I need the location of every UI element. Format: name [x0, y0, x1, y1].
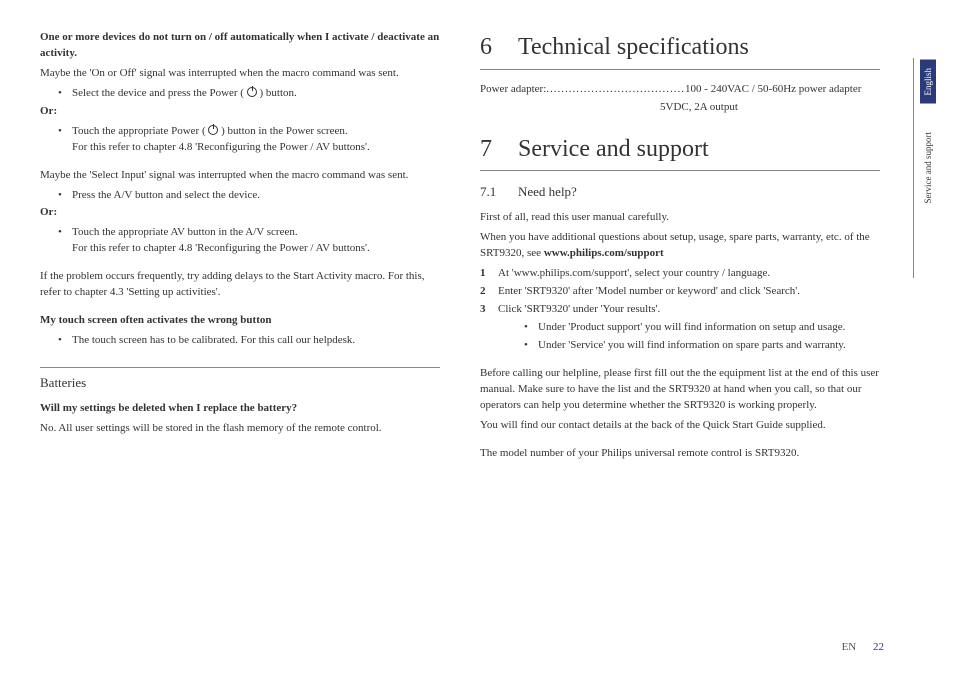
bullet-text: Touch the appropriate AV button in the A… — [72, 225, 440, 257]
page-number: 22 — [873, 641, 884, 653]
bullet-icon: • — [58, 225, 72, 257]
section-title: Need help? — [518, 183, 577, 202]
paragraph: The model number of your Philips univers… — [480, 446, 880, 462]
power-icon — [247, 87, 257, 97]
bullet-icon: • — [524, 338, 538, 354]
step-3: 3 Click 'SRT9320' under 'Your results'. — [480, 302, 880, 318]
bullet-icon: • — [58, 333, 72, 349]
paragraph: Maybe the 'Select Input' signal was inte… — [40, 168, 440, 184]
section-tab: Service and support — [920, 124, 936, 211]
bullet-icon: • — [58, 86, 72, 102]
section-batteries: Batteries — [40, 367, 440, 393]
paragraph: You will find our contact details at the… — [480, 418, 880, 434]
bullet-text: Press the A/V button and select the devi… — [72, 188, 440, 204]
bullet-item: • Touch the appropriate Power ( ) button… — [40, 124, 440, 156]
bullet-item: • Touch the appropriate AV button in the… — [40, 225, 440, 257]
spec-value: 100 - 240VAC / 50-60Hz power adapter — [685, 82, 861, 98]
spec-row: Power adapter: .........................… — [480, 82, 880, 98]
troubleshoot-heading-1: One or more devices do not turn on / off… — [40, 30, 440, 62]
step-1: 1 At 'www.philips.com/support', select y… — [480, 266, 880, 282]
right-column: 6 Technical specifications Power adapter… — [480, 30, 880, 466]
bullet-text: Under 'Service' you will find informatio… — [538, 338, 880, 354]
support-url: www.philips.com/support — [544, 247, 664, 259]
or-label: Or: — [40, 205, 440, 221]
chapter-number: 7 — [480, 132, 518, 167]
bullet-text: Select the device and press the Power ( … — [72, 86, 440, 102]
spec-sub-value: 5VDC, 2A output — [480, 100, 880, 116]
step-2: 2 Enter 'SRT9320' after 'Model number or… — [480, 284, 880, 300]
faq-question: Will my settings be deleted when I repla… — [40, 401, 440, 417]
language-tab[interactable]: English — [920, 60, 936, 104]
section-number: 7.1 — [480, 183, 518, 202]
side-divider — [913, 58, 914, 278]
step-text: Click 'SRT9320' under 'Your results'. — [498, 302, 880, 318]
paragraph: Maybe the 'On or Off' signal was interru… — [40, 66, 440, 82]
chapter-7-heading: 7 Service and support — [480, 132, 880, 172]
spec-dots: ..................................... — [546, 82, 685, 98]
bullet-text: Touch the appropriate Power ( ) button i… — [72, 124, 440, 156]
paragraph: Before calling our helpline, please firs… — [480, 366, 880, 414]
step-text: At 'www.philips.com/support', select you… — [498, 266, 880, 282]
bullet-text: Under 'Product support' you will find in… — [538, 320, 880, 336]
paragraph: When you have additional questions about… — [480, 230, 880, 262]
step-text: Enter 'SRT9320' after 'Model number or k… — [498, 284, 880, 300]
bullet-icon: • — [58, 124, 72, 156]
step-number: 1 — [480, 266, 498, 282]
step-number: 3 — [480, 302, 498, 318]
left-column: One or more devices do not turn on / off… — [40, 30, 440, 466]
or-label: Or: — [40, 104, 440, 120]
sub-bullet: • Under 'Service' you will find informat… — [480, 338, 880, 354]
bullet-item: • Select the device and press the Power … — [40, 86, 440, 102]
bullet-item: • The touch screen has to be calibrated.… — [40, 333, 440, 349]
troubleshoot-heading-2: My touch screen often activates the wron… — [40, 313, 440, 329]
sub-bullet: • Under 'Product support' you will find … — [480, 320, 880, 336]
footer-lang: EN — [842, 641, 857, 653]
side-tabs: English Service and support — [920, 60, 936, 211]
bullet-icon: • — [58, 188, 72, 204]
chapter-6-heading: 6 Technical specifications — [480, 30, 880, 70]
chapter-title: Technical specifications — [518, 30, 749, 65]
section-7-1-heading: 7.1 Need help? — [480, 183, 880, 202]
step-number: 2 — [480, 284, 498, 300]
chapter-title: Service and support — [518, 132, 709, 167]
spec-label: Power adapter: — [480, 82, 546, 98]
paragraph: First of all, read this user manual care… — [480, 210, 880, 226]
bullet-text: The touch screen has to be calibrated. F… — [72, 333, 440, 349]
faq-answer: No. All user settings will be stored in … — [40, 421, 440, 437]
paragraph: If the problem occurs frequently, try ad… — [40, 269, 440, 301]
power-icon — [208, 125, 218, 135]
page-footer: EN 22 — [842, 641, 884, 653]
page-content: One or more devices do not turn on / off… — [0, 0, 954, 496]
bullet-icon: • — [524, 320, 538, 336]
bullet-item: • Press the A/V button and select the de… — [40, 188, 440, 204]
chapter-number: 6 — [480, 30, 518, 65]
